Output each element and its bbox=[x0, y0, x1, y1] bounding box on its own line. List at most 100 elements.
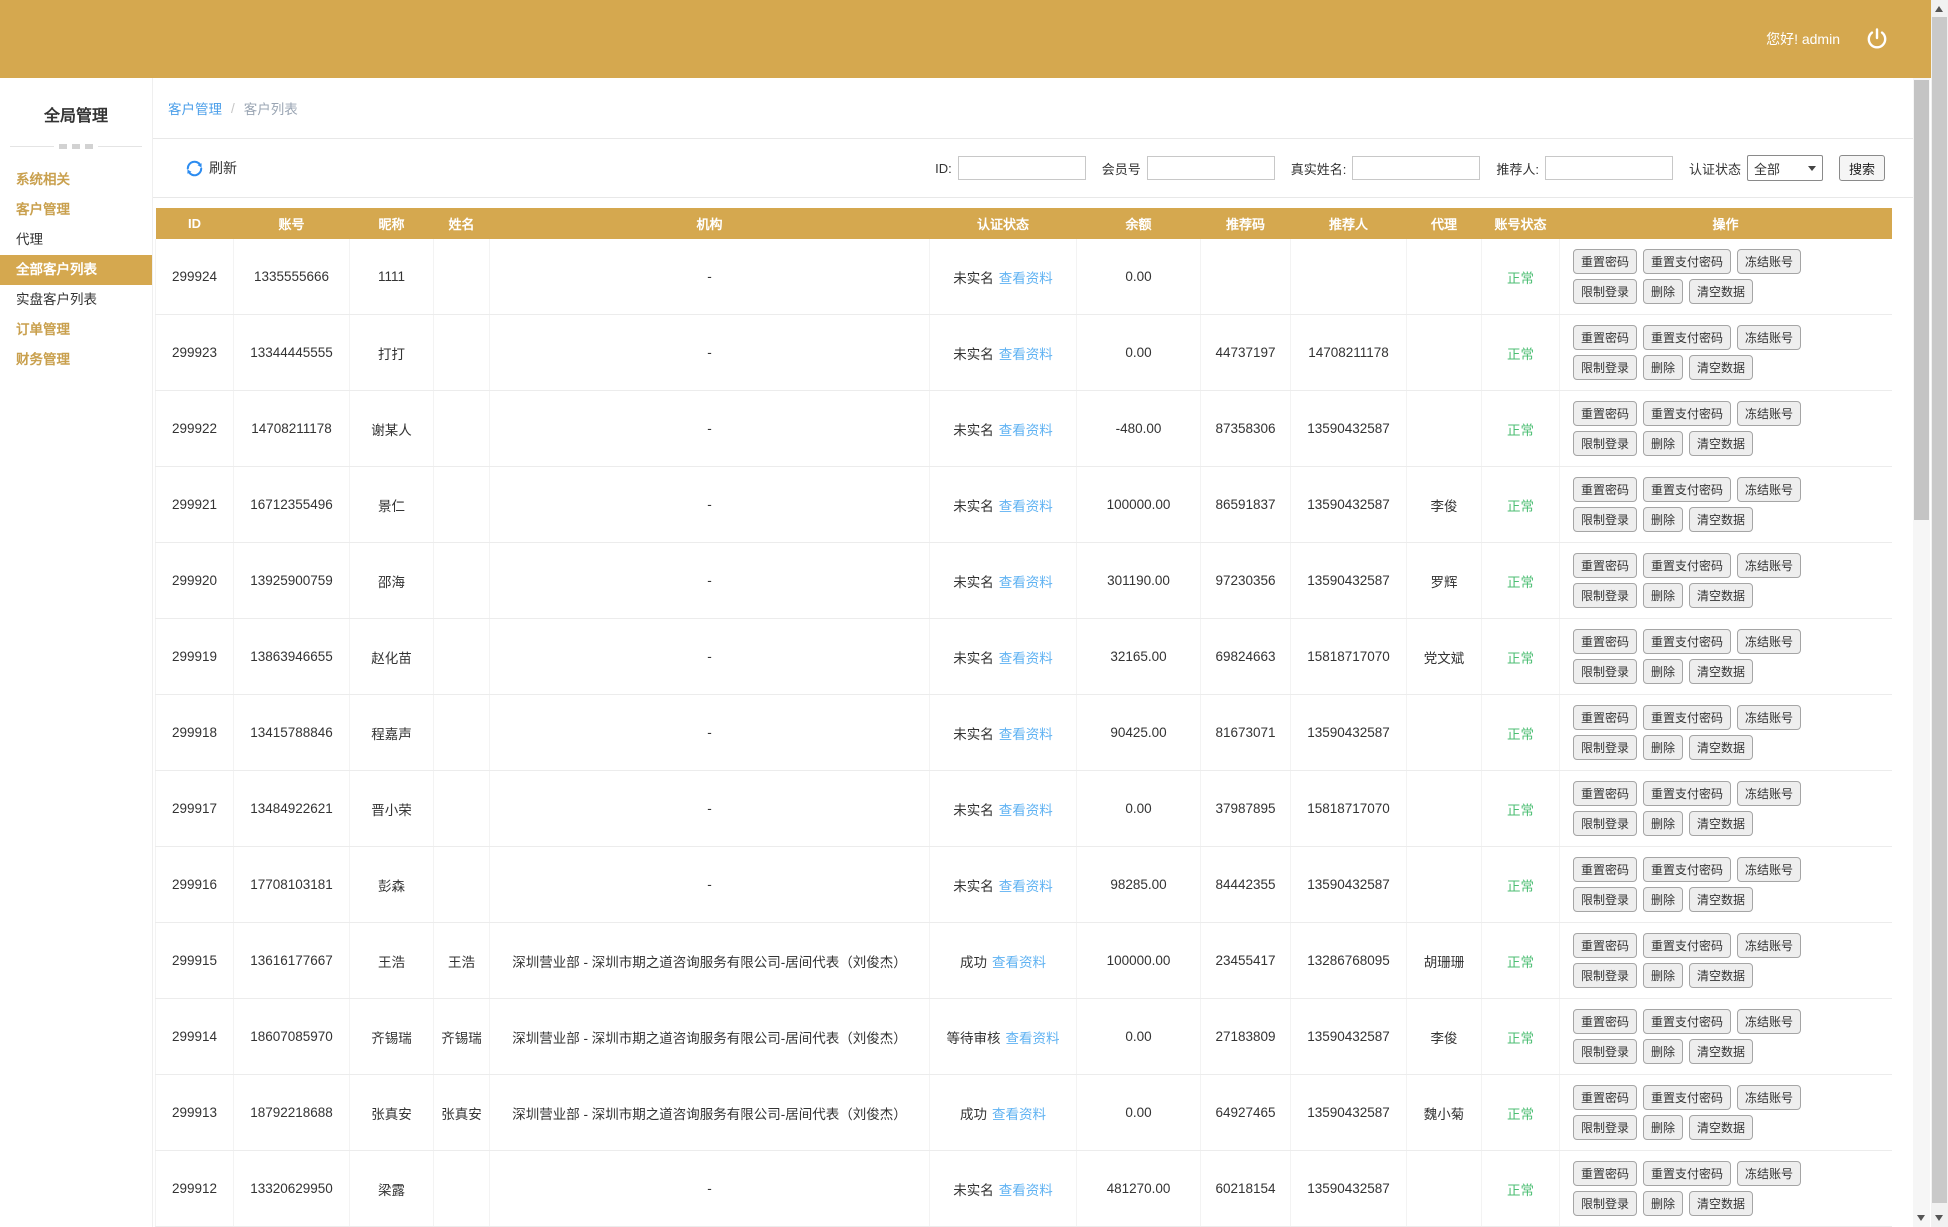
reset-password-button[interactable]: 重置密码 bbox=[1573, 1161, 1637, 1186]
reset-password-button[interactable]: 重置密码 bbox=[1573, 249, 1637, 274]
page-scrollbar[interactable] bbox=[1931, 0, 1948, 1227]
refresh-button[interactable]: 刷新 bbox=[185, 158, 237, 178]
restrict-login-button[interactable]: 限制登录 bbox=[1573, 279, 1637, 304]
view-profile-link[interactable]: 查看资料 bbox=[999, 347, 1053, 362]
clear-data-button[interactable]: 清空数据 bbox=[1689, 735, 1753, 760]
sidebar-item-real-customers[interactable]: 实盘客户列表 bbox=[0, 285, 152, 315]
clear-data-button[interactable]: 清空数据 bbox=[1689, 1039, 1753, 1064]
reset-pay-password-button[interactable]: 重置支付密码 bbox=[1643, 553, 1731, 578]
page-scrollbar-thumb[interactable] bbox=[1932, 17, 1947, 1203]
delete-button[interactable]: 删除 bbox=[1643, 583, 1683, 608]
breadcrumb-customer-mgmt[interactable]: 客户管理 bbox=[168, 98, 222, 118]
reset-pay-password-button[interactable]: 重置支付密码 bbox=[1643, 1085, 1731, 1110]
reset-password-button[interactable]: 重置密码 bbox=[1573, 325, 1637, 350]
view-profile-link[interactable]: 查看资料 bbox=[999, 879, 1053, 894]
delete-button[interactable]: 删除 bbox=[1643, 963, 1683, 988]
clear-data-button[interactable]: 清空数据 bbox=[1689, 1191, 1753, 1216]
reset-password-button[interactable]: 重置密码 bbox=[1573, 629, 1637, 654]
reset-pay-password-button[interactable]: 重置支付密码 bbox=[1643, 705, 1731, 730]
member-no-filter-input[interactable] bbox=[1147, 156, 1275, 180]
restrict-login-button[interactable]: 限制登录 bbox=[1573, 1115, 1637, 1140]
delete-button[interactable]: 删除 bbox=[1643, 279, 1683, 304]
view-profile-link[interactable]: 查看资料 bbox=[999, 271, 1053, 286]
delete-button[interactable]: 删除 bbox=[1643, 735, 1683, 760]
reset-pay-password-button[interactable]: 重置支付密码 bbox=[1643, 781, 1731, 806]
sidebar-item-agent[interactable]: 代理 bbox=[0, 225, 152, 255]
reset-pay-password-button[interactable]: 重置支付密码 bbox=[1643, 249, 1731, 274]
clear-data-button[interactable]: 清空数据 bbox=[1689, 507, 1753, 532]
restrict-login-button[interactable]: 限制登录 bbox=[1573, 887, 1637, 912]
sidebar-item-system-related[interactable]: 系统相关 bbox=[0, 165, 152, 195]
reset-pay-password-button[interactable]: 重置支付密码 bbox=[1643, 1161, 1731, 1186]
reset-pay-password-button[interactable]: 重置支付密码 bbox=[1643, 325, 1731, 350]
delete-button[interactable]: 删除 bbox=[1643, 507, 1683, 532]
delete-button[interactable]: 删除 bbox=[1643, 887, 1683, 912]
view-profile-link[interactable]: 查看资料 bbox=[999, 651, 1053, 666]
view-profile-link[interactable]: 查看资料 bbox=[999, 575, 1053, 590]
restrict-login-button[interactable]: 限制登录 bbox=[1573, 811, 1637, 836]
freeze-account-button[interactable]: 冻结账号 bbox=[1737, 1085, 1801, 1110]
freeze-account-button[interactable]: 冻结账号 bbox=[1737, 325, 1801, 350]
reset-password-button[interactable]: 重置密码 bbox=[1573, 705, 1637, 730]
view-profile-link[interactable]: 查看资料 bbox=[1006, 1031, 1060, 1046]
sidebar-item-all-customers[interactable]: 全部客户列表 bbox=[0, 255, 152, 285]
restrict-login-button[interactable]: 限制登录 bbox=[1573, 963, 1637, 988]
clear-data-button[interactable]: 清空数据 bbox=[1689, 431, 1753, 456]
reset-password-button[interactable]: 重置密码 bbox=[1573, 857, 1637, 882]
restrict-login-button[interactable]: 限制登录 bbox=[1573, 431, 1637, 456]
restrict-login-button[interactable]: 限制登录 bbox=[1573, 735, 1637, 760]
delete-button[interactable]: 删除 bbox=[1643, 1115, 1683, 1140]
reset-password-button[interactable]: 重置密码 bbox=[1573, 553, 1637, 578]
logout-button[interactable] bbox=[1865, 27, 1889, 51]
reset-password-button[interactable]: 重置密码 bbox=[1573, 1009, 1637, 1034]
restrict-login-button[interactable]: 限制登录 bbox=[1573, 659, 1637, 684]
delete-button[interactable]: 删除 bbox=[1643, 1191, 1683, 1216]
reset-pay-password-button[interactable]: 重置支付密码 bbox=[1643, 477, 1731, 502]
freeze-account-button[interactable]: 冻结账号 bbox=[1737, 857, 1801, 882]
clear-data-button[interactable]: 清空数据 bbox=[1689, 811, 1753, 836]
reset-pay-password-button[interactable]: 重置支付密码 bbox=[1643, 933, 1731, 958]
reset-password-button[interactable]: 重置密码 bbox=[1573, 477, 1637, 502]
clear-data-button[interactable]: 清空数据 bbox=[1689, 659, 1753, 684]
delete-button[interactable]: 删除 bbox=[1643, 1039, 1683, 1064]
scroll-down-arrow-icon[interactable] bbox=[1917, 1215, 1925, 1221]
clear-data-button[interactable]: 清空数据 bbox=[1689, 963, 1753, 988]
content-scrollbar-thumb[interactable] bbox=[1914, 80, 1929, 520]
id-filter-input[interactable] bbox=[958, 156, 1086, 180]
freeze-account-button[interactable]: 冻结账号 bbox=[1737, 781, 1801, 806]
clear-data-button[interactable]: 清空数据 bbox=[1689, 887, 1753, 912]
sidebar-item-order-mgmt[interactable]: 订单管理 bbox=[0, 315, 152, 345]
reset-pay-password-button[interactable]: 重置支付密码 bbox=[1643, 1009, 1731, 1034]
reset-pay-password-button[interactable]: 重置支付密码 bbox=[1643, 401, 1731, 426]
restrict-login-button[interactable]: 限制登录 bbox=[1573, 1191, 1637, 1216]
restrict-login-button[interactable]: 限制登录 bbox=[1573, 507, 1637, 532]
search-button[interactable]: 搜索 bbox=[1839, 155, 1885, 181]
scroll-down-arrow-icon[interactable] bbox=[1935, 1215, 1943, 1221]
view-profile-link[interactable]: 查看资料 bbox=[992, 1107, 1046, 1122]
content-scrollbar[interactable] bbox=[1913, 78, 1930, 1227]
sidebar-item-customer-mgmt[interactable]: 客户管理 bbox=[0, 195, 152, 225]
view-profile-link[interactable]: 查看资料 bbox=[999, 803, 1053, 818]
reset-password-button[interactable]: 重置密码 bbox=[1573, 401, 1637, 426]
reset-pay-password-button[interactable]: 重置支付密码 bbox=[1643, 857, 1731, 882]
reset-password-button[interactable]: 重置密码 bbox=[1573, 1085, 1637, 1110]
freeze-account-button[interactable]: 冻结账号 bbox=[1737, 401, 1801, 426]
delete-button[interactable]: 删除 bbox=[1643, 659, 1683, 684]
view-profile-link[interactable]: 查看资料 bbox=[992, 955, 1046, 970]
view-profile-link[interactable]: 查看资料 bbox=[999, 727, 1053, 742]
delete-button[interactable]: 删除 bbox=[1643, 355, 1683, 380]
auth-status-filter-select[interactable]: 全部 bbox=[1747, 155, 1823, 181]
clear-data-button[interactable]: 清空数据 bbox=[1689, 1115, 1753, 1140]
clear-data-button[interactable]: 清空数据 bbox=[1689, 583, 1753, 608]
reset-password-button[interactable]: 重置密码 bbox=[1573, 933, 1637, 958]
clear-data-button[interactable]: 清空数据 bbox=[1689, 355, 1753, 380]
freeze-account-button[interactable]: 冻结账号 bbox=[1737, 249, 1801, 274]
freeze-account-button[interactable]: 冻结账号 bbox=[1737, 477, 1801, 502]
freeze-account-button[interactable]: 冻结账号 bbox=[1737, 553, 1801, 578]
freeze-account-button[interactable]: 冻结账号 bbox=[1737, 629, 1801, 654]
clear-data-button[interactable]: 清空数据 bbox=[1689, 279, 1753, 304]
freeze-account-button[interactable]: 冻结账号 bbox=[1737, 1161, 1801, 1186]
freeze-account-button[interactable]: 冻结账号 bbox=[1737, 1009, 1801, 1034]
restrict-login-button[interactable]: 限制登录 bbox=[1573, 1039, 1637, 1064]
scroll-up-arrow-icon[interactable] bbox=[1935, 6, 1943, 12]
